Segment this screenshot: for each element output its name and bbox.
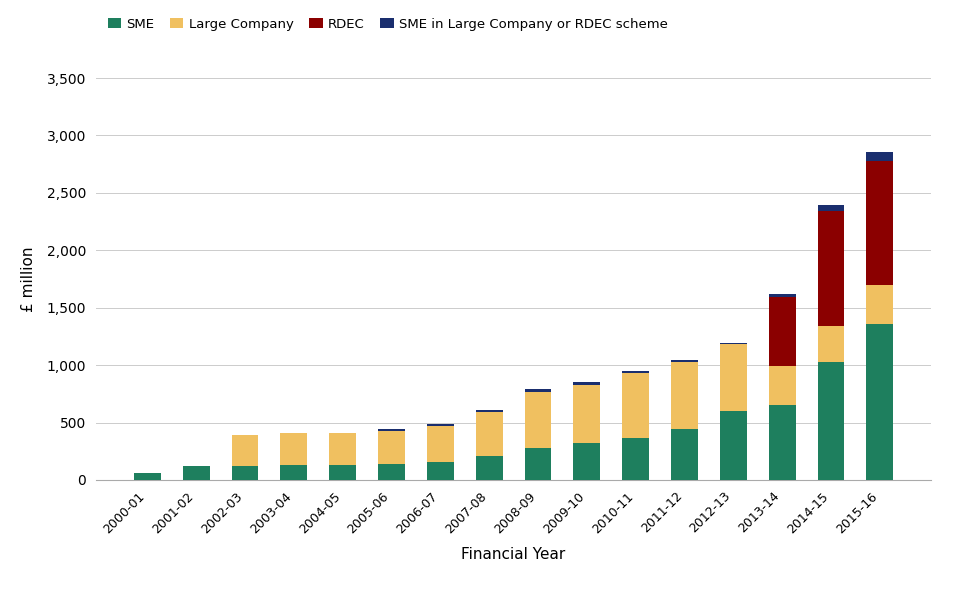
Bar — [378, 429, 405, 431]
Bar — [573, 385, 600, 443]
Bar — [378, 464, 405, 480]
Bar — [671, 360, 698, 362]
Bar — [671, 362, 698, 430]
Bar — [524, 392, 551, 448]
Bar — [427, 424, 454, 426]
Y-axis label: £ million: £ million — [21, 246, 36, 312]
Bar — [720, 344, 747, 411]
Bar — [280, 433, 307, 465]
Bar — [329, 465, 356, 480]
Bar — [818, 362, 845, 480]
X-axis label: Financial Year: Financial Year — [462, 547, 565, 562]
Bar — [329, 433, 356, 465]
Bar — [818, 205, 845, 211]
Bar — [866, 152, 893, 161]
Bar — [622, 371, 649, 373]
Bar — [866, 286, 893, 324]
Bar — [622, 373, 649, 437]
Bar — [818, 211, 845, 326]
Bar — [134, 473, 161, 480]
Legend: SME, Large Company, RDEC, SME in Large Company or RDEC scheme: SME, Large Company, RDEC, SME in Large C… — [103, 12, 673, 36]
Bar — [280, 465, 307, 480]
Bar — [573, 382, 600, 385]
Bar — [427, 426, 454, 461]
Bar — [476, 410, 503, 412]
Bar — [182, 466, 209, 480]
Bar — [524, 389, 551, 392]
Bar — [378, 431, 405, 464]
Bar — [524, 448, 551, 480]
Bar — [769, 294, 796, 298]
Bar — [622, 437, 649, 480]
Bar — [427, 461, 454, 480]
Bar — [769, 406, 796, 480]
Bar — [720, 411, 747, 480]
Bar — [866, 324, 893, 480]
Bar — [476, 412, 503, 456]
Bar — [231, 435, 258, 466]
Bar — [671, 430, 698, 480]
Bar — [573, 443, 600, 480]
Bar — [818, 326, 845, 362]
Bar — [720, 343, 747, 344]
Bar — [769, 366, 796, 406]
Bar — [476, 456, 503, 480]
Bar — [231, 466, 258, 480]
Bar — [866, 161, 893, 286]
Bar — [769, 298, 796, 366]
